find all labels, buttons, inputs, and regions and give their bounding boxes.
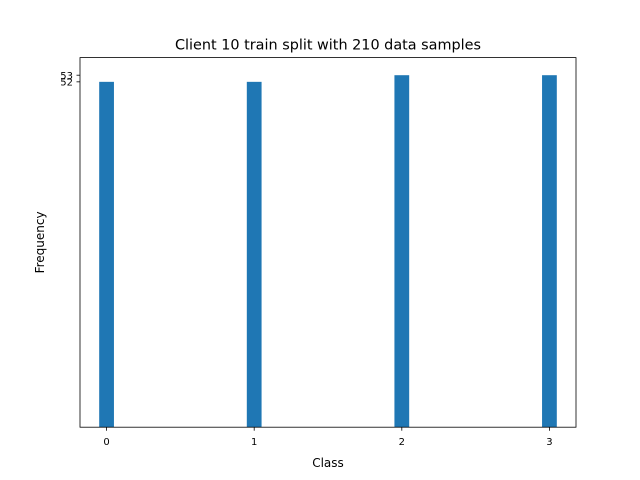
x-tick-label: 0 [103,437,109,448]
x-tick-label: 3 [546,437,552,448]
x-tick-label: 2 [399,437,405,448]
x-axis-ticks: 0 1 2 3 [103,427,553,448]
y-axis-label: Frequency [33,211,47,273]
bars-group [99,75,557,428]
chart-title: Client 10 train split with 210 data samp… [175,38,481,54]
plot-frame [79,57,577,428]
bar-class-0 [99,81,114,428]
y-tick-label: 53 [60,71,73,82]
bar-class-2 [394,75,410,428]
bar-class-3 [542,75,557,428]
x-axis-label: Class [312,456,344,470]
y-tick-label: 52 [60,77,73,88]
x-tick-label: 1 [251,437,257,448]
bar-class-1 [246,81,262,428]
